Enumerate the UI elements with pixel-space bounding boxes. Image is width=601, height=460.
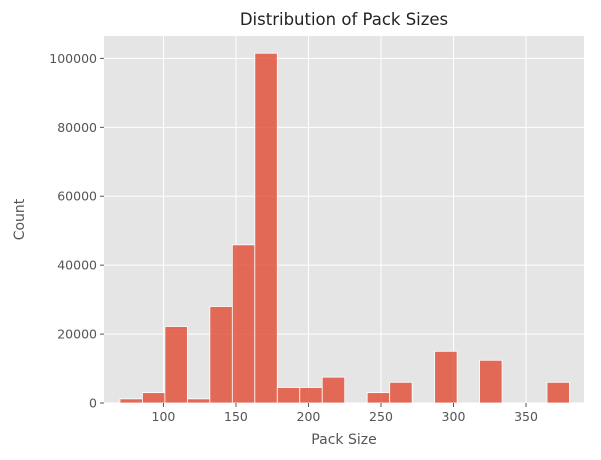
x-gridlines — [162, 36, 527, 403]
y-tick-label: 20000 — [57, 327, 97, 342]
y-tick-label: 60000 — [57, 189, 97, 204]
y-tick-label: 80000 — [57, 120, 97, 135]
histogram-bar — [209, 306, 233, 404]
histogram-bars — [119, 52, 570, 404]
x-tick-label: 150 — [224, 409, 248, 424]
histogram-bar — [119, 398, 143, 404]
x-tick-label: 200 — [297, 409, 321, 424]
histogram-bar — [186, 398, 211, 404]
histogram-bar — [231, 244, 256, 404]
y-tick-label: 100000 — [49, 51, 97, 66]
x-tick-label: 250 — [369, 409, 393, 424]
chart-title: Distribution of Pack Sizes — [240, 10, 448, 29]
histogram-bar — [276, 387, 301, 404]
y-axis-label: Count — [12, 198, 28, 240]
x-axis: 100 150 200 250 300 350 — [152, 403, 538, 424]
histogram-bar — [546, 381, 570, 404]
histogram-bar — [142, 392, 166, 404]
x-axis-label: Pack Size — [311, 432, 376, 448]
histogram-bar — [389, 381, 413, 404]
y-axis: 0 20000 40000 60000 80000 100000 — [49, 51, 104, 411]
histogram-bar — [254, 52, 278, 404]
y-tick-label: 40000 — [57, 258, 97, 273]
histogram-bar — [366, 392, 391, 404]
histogram-bar — [434, 350, 458, 404]
histogram-bar — [299, 387, 323, 404]
x-tick-label: 350 — [514, 409, 538, 424]
y-tick-label: 0 — [89, 396, 97, 411]
histogram-bar — [164, 326, 188, 404]
histogram-bar — [321, 376, 346, 404]
x-tick-label: 300 — [442, 409, 466, 424]
x-tick-label: 100 — [152, 409, 176, 424]
histogram-bar — [479, 359, 503, 404]
